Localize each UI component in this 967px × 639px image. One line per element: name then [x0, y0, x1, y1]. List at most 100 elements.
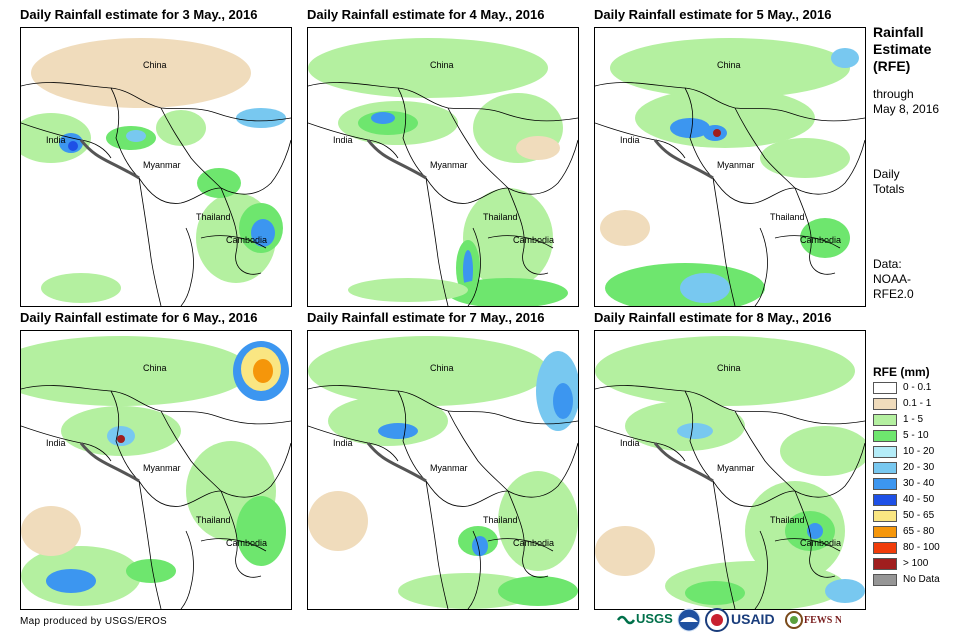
rain-area	[68, 141, 78, 151]
map-panel-may-8: Daily Rainfall estimate for 8 May., 2016…	[594, 310, 882, 613]
legend-label: > 100	[903, 558, 929, 569]
legend-label: 0.1 - 1	[903, 398, 932, 409]
panel-title: Daily Rainfall estimate for 5 May., 2016	[594, 7, 832, 22]
rain-area	[156, 110, 206, 146]
country-border	[507, 139, 578, 195]
rain-area	[780, 426, 865, 476]
country-label-cambodia: Cambodia	[226, 235, 267, 245]
country-border	[220, 442, 291, 498]
country-label-myanmar: Myanmar	[717, 463, 755, 473]
rain-area	[498, 471, 578, 571]
map-panel-may-4: Daily Rainfall estimate for 4 May., 2016…	[307, 7, 595, 310]
coastline	[79, 139, 140, 180]
country-border	[684, 87, 714, 179]
country-border	[160, 410, 222, 492]
rain-area	[236, 496, 286, 566]
country-label-thailand: Thailand	[483, 515, 518, 525]
credit-text: Map produced by USGS/EROS	[20, 616, 168, 627]
map-svg: China India Myanmar Thailand Cambodia	[595, 28, 865, 306]
country-label-india: India	[46, 438, 66, 448]
country-border	[754, 227, 768, 306]
fewsnet-logo: FEWS NET	[785, 611, 841, 629]
panel-title: Daily Rainfall estimate for 8 May., 2016	[594, 310, 832, 325]
rain-area	[553, 383, 573, 419]
country-label-china: China	[143, 60, 167, 70]
map-panel-may-6: Daily Rainfall estimate for 6 May., 2016…	[20, 310, 308, 613]
daily-totals: Daily Totals	[873, 167, 904, 197]
legend-label: 1 - 5	[903, 414, 924, 425]
legend-item: No Data	[873, 573, 963, 589]
rain-area	[807, 523, 823, 539]
svg-text:FEWS NET: FEWS NET	[804, 615, 841, 626]
rain-area	[825, 579, 865, 603]
country-border	[447, 410, 509, 492]
rain-area	[600, 210, 650, 246]
rain-area	[308, 336, 548, 406]
rain-area	[635, 88, 815, 148]
legend-item: 65 - 80	[873, 525, 963, 541]
legend-label: 65 - 80	[903, 526, 935, 537]
country-border	[308, 385, 578, 425]
through-date: through May 8, 2016	[873, 87, 939, 117]
legend-swatch	[873, 574, 897, 586]
legend-item: 30 - 40	[873, 477, 963, 493]
rainfall-map: China India Myanmar Thailand Cambodia	[307, 330, 579, 610]
data-source-line: NOAA-	[873, 272, 912, 286]
rain-area	[595, 526, 655, 576]
country-label-cambodia: Cambodia	[226, 538, 267, 548]
country-label-cambodia: Cambodia	[513, 538, 554, 548]
country-border	[138, 480, 162, 609]
rain-area	[126, 130, 146, 142]
legend-label: 20 - 30	[903, 462, 935, 473]
legend-swatch	[873, 526, 897, 538]
map-svg: China India Myanmar Thailand Cambodia	[595, 331, 865, 609]
rainfall-map: China India Myanmar Thailand Cambodia	[20, 27, 292, 307]
country-border	[734, 410, 796, 492]
country-label-cambodia: Cambodia	[800, 235, 841, 245]
side-title-line: (RFE)	[873, 58, 911, 74]
country-border	[794, 490, 836, 578]
country-label-myanmar: Myanmar	[143, 160, 181, 170]
country-border	[397, 390, 427, 482]
country-border	[712, 177, 796, 204]
rainfall-map: China India Myanmar Thailand Cambodia	[20, 330, 292, 610]
country-border	[21, 385, 291, 425]
legend-swatch	[873, 430, 897, 442]
legend-label: 50 - 65	[903, 510, 935, 521]
coastline	[653, 139, 714, 180]
data-label: Data:	[873, 257, 902, 271]
rain-area	[463, 188, 553, 288]
rain-area	[463, 250, 473, 290]
country-label-myanmar: Myanmar	[143, 463, 181, 473]
rain-area	[677, 423, 713, 439]
usaid-logo: USAID	[731, 611, 775, 627]
country-border	[794, 139, 865, 195]
country-border	[447, 107, 509, 189]
rain-area	[831, 48, 859, 68]
country-border	[712, 480, 736, 609]
legend-swatch	[873, 414, 897, 426]
country-border	[467, 227, 481, 306]
country-border	[160, 107, 222, 189]
rain-area	[680, 273, 730, 303]
country-border	[487, 538, 554, 552]
country-border	[220, 139, 291, 195]
country-border	[425, 480, 509, 507]
coastline	[366, 442, 427, 483]
country-label-china: China	[430, 363, 454, 373]
legend-label: 0 - 0.1	[903, 382, 932, 393]
country-border	[180, 530, 194, 609]
country-label-cambodia: Cambodia	[513, 235, 554, 245]
country-label-thailand: Thailand	[770, 515, 805, 525]
rain-area	[610, 38, 850, 98]
rain-area	[126, 559, 176, 583]
rain-area	[21, 336, 251, 406]
rain-area	[760, 138, 850, 178]
country-label-myanmar: Myanmar	[717, 160, 755, 170]
country-label-myanmar: Myanmar	[430, 463, 468, 473]
country-label-cambodia: Cambodia	[800, 538, 841, 548]
legend-swatch	[873, 510, 897, 522]
country-label-india: India	[333, 438, 353, 448]
rain-area	[251, 219, 275, 247]
rain-area	[348, 278, 468, 302]
